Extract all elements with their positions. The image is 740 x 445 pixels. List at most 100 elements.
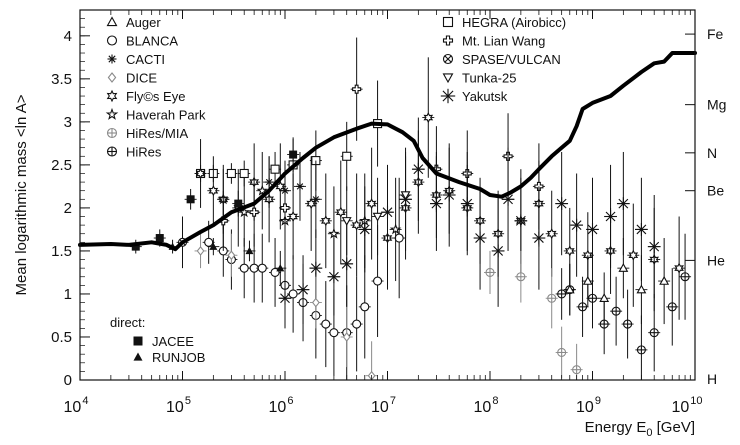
data-point [586, 268, 599, 329]
element-label: Mg [707, 97, 726, 113]
series-tunka-25 [340, 151, 412, 256]
x-tick-exp: 4 [82, 395, 88, 407]
legend-label: HiRes/MIA [126, 126, 188, 141]
element-label: Be [707, 183, 724, 199]
y-tick-label: 3.5 [51, 71, 72, 88]
y-tick-label: 4 [64, 28, 72, 45]
data-point [340, 306, 353, 368]
data-point [621, 289, 634, 359]
data-point [371, 177, 384, 256]
data-point [207, 156, 220, 226]
element-labels: Fe Mg N Be He H [685, 26, 726, 387]
data-point [225, 233, 238, 277]
legend-item-spase-vulcan: SPASE/VULCAN [442, 52, 561, 67]
data-point [422, 57, 435, 178]
data-point [666, 268, 679, 346]
data-point [581, 255, 594, 307]
data-point [576, 276, 589, 337]
x-label-main: Energy E [585, 419, 647, 436]
x-tick-exp: 6 [287, 395, 293, 407]
data-point [627, 203, 640, 307]
series-dice [194, 233, 378, 381]
data-point [194, 233, 207, 269]
data-point [129, 239, 142, 254]
legend-label: HEGRA (Airobicc) [462, 15, 566, 30]
data-point [365, 147, 378, 260]
data-point [319, 173, 332, 269]
legend-item-dice: DICE [107, 71, 157, 86]
x-tick-base: 10 [64, 399, 82, 416]
data-point [194, 139, 207, 208]
legend-label: BLANCA [126, 34, 178, 49]
x-tick-base: 10 [371, 399, 389, 416]
direct-legend-item-jacee: JACEE [133, 334, 194, 349]
y-tick-label: 3 [64, 114, 72, 131]
x-tick-base: 10 [576, 399, 594, 416]
legend-label: CACTI [126, 52, 165, 67]
x-tick-base: 10 [166, 399, 184, 416]
x-label-unit: [GeV] [652, 419, 695, 436]
x-tick-label: 104 [64, 395, 89, 416]
data-point [256, 233, 269, 303]
data-point [305, 156, 318, 251]
direct-legend-item-runjob: RUNJOB [133, 350, 205, 365]
data-point [648, 293, 661, 372]
x-axis-ticks: 104 105 106 107 108 109 1010 [64, 10, 703, 416]
x-tick-exp: 8 [492, 395, 498, 407]
data-point [647, 195, 661, 299]
data-point [334, 160, 347, 264]
series-hires-mia [484, 250, 583, 380]
data-point [340, 186, 353, 256]
data-point [293, 151, 306, 221]
y-tick-label: 2.5 [51, 157, 72, 174]
data-point [617, 238, 630, 299]
x-tick-label: 107 [371, 395, 396, 416]
data-point [586, 177, 599, 282]
legend-item-tunka-25: Tunka-25 [442, 71, 516, 86]
data-point [610, 276, 623, 346]
data-point [555, 326, 568, 379]
series-auger [563, 238, 671, 325]
data-point [278, 268, 292, 329]
direct-legend-label: RUNJOB [152, 350, 205, 365]
data-point [399, 151, 412, 239]
y-tick-label: 0 [64, 372, 72, 389]
x-tick-exp: 9 [595, 395, 601, 407]
data-point [319, 281, 332, 368]
x-axis-label: Energy E0 [GeV] [585, 419, 695, 439]
data-point [635, 255, 648, 325]
legend-item-yakutsk: Yakutsk [440, 88, 508, 104]
y-tick-label: 0.5 [51, 329, 72, 346]
data-point [381, 164, 394, 260]
x-tick-label: 106 [269, 395, 294, 416]
data-point [604, 164, 617, 269]
data-point [287, 173, 300, 260]
x-label-subscript: 0 [646, 427, 652, 439]
x-tick-base: 10 [474, 399, 492, 416]
data-point [248, 177, 261, 247]
y-axis-ticks: 0 0.5 1 1.5 2 2.5 3 3.5 4 [51, 18, 90, 389]
data-point [570, 343, 583, 380]
x-tick-exp: 5 [185, 395, 191, 407]
legend-label: DICE [126, 71, 157, 86]
legend-label: Auger [126, 15, 161, 30]
data-point [514, 250, 527, 303]
data-point [296, 255, 310, 325]
data-point [555, 268, 568, 320]
legend-item-hegra-airobicc-: HEGRA (Airobicc) [442, 15, 566, 30]
legend-item-hires: HiRes [106, 145, 162, 160]
data-point [393, 177, 406, 299]
data-point [269, 151, 282, 187]
element-label: Fe [707, 26, 724, 42]
x-tick-base: 10 [269, 399, 287, 416]
data-point [658, 238, 671, 325]
series-hires [555, 233, 692, 380]
legend-label: Mt. Lian Wang [462, 34, 545, 49]
y-tick-label: 1 [64, 286, 72, 303]
x-tick-label: 109 [576, 395, 601, 416]
legend-item-mt-lian-wang: Mt. Lian Wang [442, 34, 545, 49]
data-point [460, 151, 474, 256]
data-point [563, 263, 576, 316]
